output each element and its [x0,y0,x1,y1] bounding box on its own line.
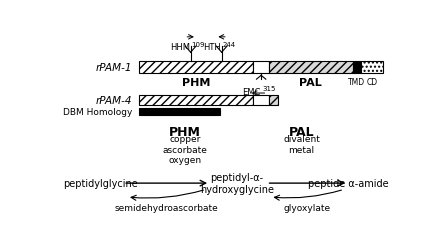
Bar [269,62,352,74]
Bar [253,62,269,74]
Bar [139,62,253,74]
Text: semidehydroascorbate: semidehydroascorbate [115,203,219,212]
Text: EMC: EMC [242,88,260,96]
Text: peptidyl-α-
hydroxyglycine: peptidyl-α- hydroxyglycine [200,173,274,194]
Bar [352,62,361,74]
Text: TMD: TMD [348,78,366,86]
Text: CD: CD [367,78,378,86]
Text: copper
ascorbate
oxygen: copper ascorbate oxygen [163,134,208,165]
Text: PHM: PHM [182,78,210,88]
Bar [139,95,253,105]
Text: peptidylglycine: peptidylglycine [63,178,137,188]
Text: 244: 244 [222,42,235,48]
Bar [139,109,220,116]
Text: rPAM-1: rPAM-1 [96,63,132,73]
Text: rPAM-4: rPAM-4 [96,95,132,105]
Text: PHM: PHM [169,125,201,138]
Bar [361,62,383,74]
Text: PAL: PAL [299,78,322,88]
Text: glyoxylate: glyoxylate [284,203,331,212]
Text: 109: 109 [191,42,205,48]
Bar [269,95,278,105]
Text: 315: 315 [262,86,275,92]
Text: DBM Homology: DBM Homology [63,108,132,117]
Bar [253,95,269,105]
Text: peptide α-amide: peptide α-amide [308,178,388,188]
Text: divalent
metal: divalent metal [283,134,320,154]
Text: HHM: HHM [170,43,190,52]
Text: HTH: HTH [203,43,221,52]
Text: PAL: PAL [289,125,314,138]
